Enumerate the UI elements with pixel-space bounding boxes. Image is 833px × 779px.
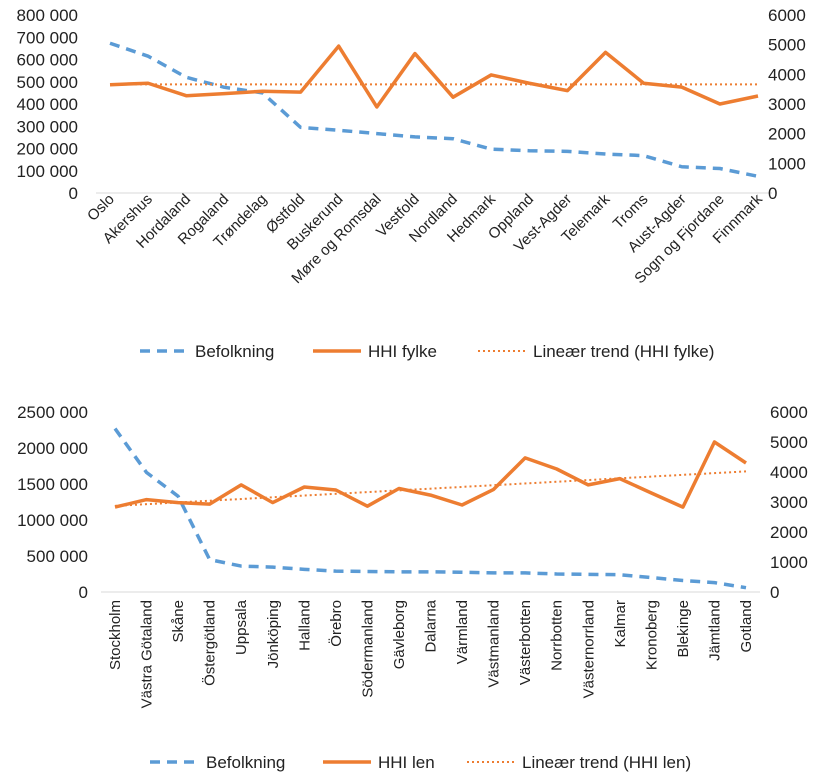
category-label: Jönköping [265, 600, 282, 668]
category-label: Södermanland [359, 600, 376, 698]
left-tick-label: 100 000 [17, 162, 78, 181]
right-tick-label: 1000 [768, 154, 806, 173]
category-label: Halland [296, 600, 313, 651]
series-line-befolkning [109, 41, 759, 179]
legend-label-hhi-len: HHI len [378, 753, 435, 772]
left-tick-label: 2500 000 [17, 403, 88, 422]
series-line-befolkning [113, 427, 747, 590]
left-tick-label: 1500 000 [17, 475, 88, 494]
left-tick-label: 700 000 [17, 28, 78, 47]
category-label: Oslo [84, 191, 118, 225]
legend-label-hhi-fylke: HHI fylke [368, 342, 437, 361]
category-label: Kronoberg [643, 600, 660, 670]
category-label: Stockholm [107, 600, 124, 670]
right-tick-label: 6000 [770, 403, 808, 422]
category-label: Västra Götaland [139, 600, 156, 708]
legend-label-befolkning: Befolkning [206, 753, 285, 772]
right-tick-label: 5000 [770, 433, 808, 452]
right-tick-label: 4000 [768, 65, 806, 84]
series-line-hhi [114, 440, 747, 509]
left-tick-label: 500 000 [27, 547, 88, 566]
right-tick-label: 3000 [770, 493, 808, 512]
right-tick-label: 2000 [770, 523, 808, 542]
left-tick-label: 600 000 [17, 51, 78, 70]
category-label: Norrbotten [549, 600, 566, 671]
category-label: Värmland [454, 600, 471, 664]
right-tick-label: 4000 [770, 463, 808, 482]
category-label: Västernorrland [580, 600, 597, 698]
right-tick-label: 2000 [768, 125, 806, 144]
left-tick-label: 200 000 [17, 140, 78, 159]
legend-chart2: Befolkning HHI len Lineær trend (HHI len… [150, 753, 691, 772]
right-tick-label: 3000 [768, 95, 806, 114]
left-tick-label: 400 000 [17, 95, 78, 114]
category-label: Västmanland [486, 600, 503, 688]
legend-chart1: Befolkning HHI fylke Lineær trend (HHI f… [140, 342, 714, 361]
category-label: Östergötland [201, 600, 219, 686]
right-tick-label: 0 [770, 583, 779, 602]
category-label: Västerbotten [517, 600, 534, 685]
left-tick-label: 500 000 [17, 73, 78, 92]
left-tick-label: 1000 000 [17, 511, 88, 530]
left-tick-label: 0 [69, 184, 78, 203]
category-label: Blekinge [675, 600, 692, 658]
left-tick-label: 300 000 [17, 117, 78, 136]
left-tick-label: 0 [79, 583, 88, 602]
chart-2: 0 500 000 1000 000 1500 000 2000 000 2500 000… [17, 403, 808, 708]
left-tick-label: 800 000 [17, 6, 78, 25]
legend-label-trend-len: Lineær trend (HHI len) [522, 753, 691, 772]
category-label: Skåne [170, 600, 187, 643]
category-label: Uppsala [233, 599, 250, 655]
category-label: Örebro [327, 600, 345, 647]
right-tick-label: 5000 [768, 36, 806, 55]
right-tick-label: 6000 [768, 6, 806, 25]
left-tick-label: 2000 000 [17, 439, 88, 458]
category-label: Kalmar [612, 600, 629, 648]
series-line-trend [114, 470, 747, 507]
legend-label-trend-fylke: Lineær trend (HHI fylke) [533, 342, 714, 361]
category-label: Dalarna [423, 599, 440, 652]
legend-label-befolkning: Befolkning [195, 342, 274, 361]
chart-1: 0 100 000 200 000 300 000 400 000 500 000 600 … [17, 6, 806, 287]
category-label: Jämtland [706, 600, 723, 661]
right-tick-label: 0 [768, 184, 777, 203]
series-line-hhi [109, 44, 759, 109]
category-label: Gävleborg [391, 600, 408, 669]
right-tick-label: 1000 [770, 553, 808, 572]
category-label: Gotland [738, 600, 755, 653]
